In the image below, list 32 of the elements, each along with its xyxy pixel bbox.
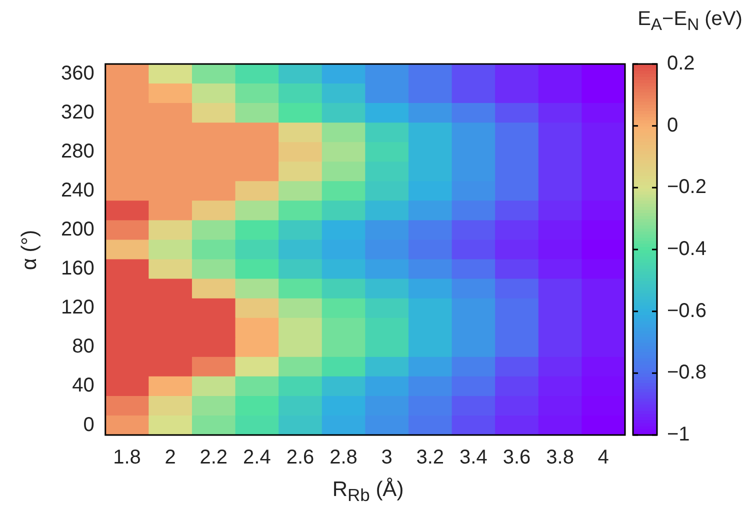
y-tick-label: 120 <box>60 296 94 319</box>
x-tick-label: 2 <box>164 446 176 469</box>
color-bar-label: −0.2 <box>667 176 706 198</box>
y-tick-label: 0 <box>83 414 94 436</box>
y-tick-label: 280 <box>60 140 94 162</box>
color-bar-title: E$_{A}$−E$_{N}$ (eV) <box>638 8 742 35</box>
x-tick-label: 3.8 <box>546 446 574 469</box>
y-tick-label: 160 <box>60 258 94 280</box>
y-tick-label: 360 <box>60 62 94 84</box>
y-tick-label: 240 <box>60 179 94 202</box>
y-tick-label: 320 <box>60 101 94 124</box>
x-tick-label: 4 <box>598 446 609 469</box>
y-tick-label: 200 <box>60 218 94 240</box>
x-tick-label: 2.8 <box>330 446 358 469</box>
y-tick-label: 40 <box>72 374 94 397</box>
y-axis-title: α (°) <box>18 230 42 270</box>
x-tick-label: 3 <box>381 446 392 469</box>
x-tick-label: 3.6 <box>502 446 531 469</box>
y-tick-label: 80 <box>72 336 94 358</box>
x-tick-label: 2.4 <box>243 446 271 469</box>
color-bar-label: 0.2 <box>667 52 695 75</box>
color-bar-label: 0 <box>667 114 678 136</box>
color-bar-label: −0.8 <box>667 362 706 384</box>
x-tick-label: 3.2 <box>416 446 444 469</box>
x-tick-label: 1.8 <box>113 446 141 469</box>
x-tick-label: 2.6 <box>286 446 314 469</box>
x-tick-label: 2.2 <box>200 446 228 469</box>
color-bar-label: −1 <box>667 424 690 446</box>
x-axis-title: R$_{Rb}$ (Å) <box>332 478 404 506</box>
color-bar-label: −0.4 <box>667 238 706 260</box>
x-tick-label: 3.4 <box>460 446 488 469</box>
color-bar-label: −0.6 <box>667 300 706 322</box>
